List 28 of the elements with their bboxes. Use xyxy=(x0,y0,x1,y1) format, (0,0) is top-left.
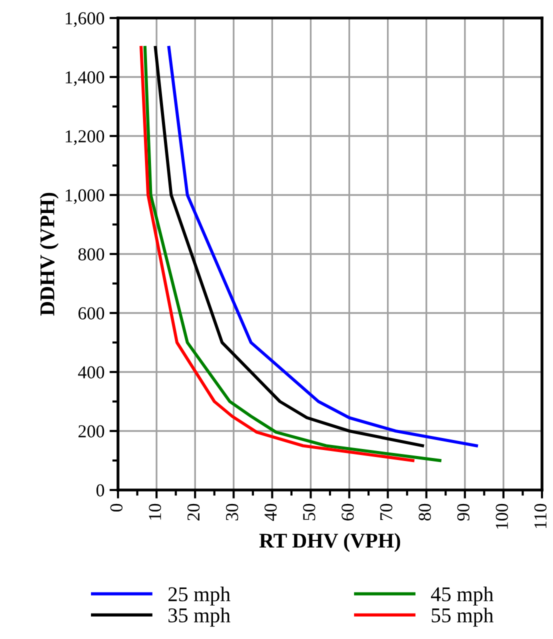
x-tick-label: 110 xyxy=(534,504,547,528)
x-tick-label: 20 xyxy=(187,504,200,520)
x-tick-label: 30 xyxy=(226,504,238,520)
line-series xyxy=(167,46,478,448)
x-tick-label: 40 xyxy=(264,504,277,521)
x-tick-label: 0 xyxy=(110,504,123,512)
y-tick-label: 0 xyxy=(96,484,104,496)
x-tick-label: 10 xyxy=(148,504,162,520)
x-tick-label: 90 xyxy=(457,504,470,521)
y-tick-label: 1,400 xyxy=(66,71,104,86)
x-tick-label: 100 xyxy=(496,504,508,529)
legend-label: 35 mph xyxy=(168,608,230,627)
x-tick-label: 70 xyxy=(380,504,392,520)
y-tick-label: 800 xyxy=(78,248,104,260)
x-tick-label: 50 xyxy=(303,504,316,520)
y-tick-label: 1,600 xyxy=(66,12,104,28)
y-tick-label: 400 xyxy=(78,366,104,378)
y-tick-label: 1,000 xyxy=(66,189,104,204)
legend-label: 55 mph xyxy=(432,608,494,627)
x-axis-title: RT DHV (VPH) xyxy=(259,533,400,552)
y-tick-label: 200 xyxy=(78,425,104,438)
y-axis-title: DDHV (VPH) xyxy=(40,192,59,316)
y-tick-label: 600 xyxy=(78,307,104,320)
x-tick-label: 80 xyxy=(418,504,431,521)
legend-label: 45 mph xyxy=(430,586,494,606)
x-tick-label: 60 xyxy=(342,504,354,520)
y-tick-label: 1,200 xyxy=(66,130,104,146)
legend-label: 25 mph xyxy=(168,586,230,606)
